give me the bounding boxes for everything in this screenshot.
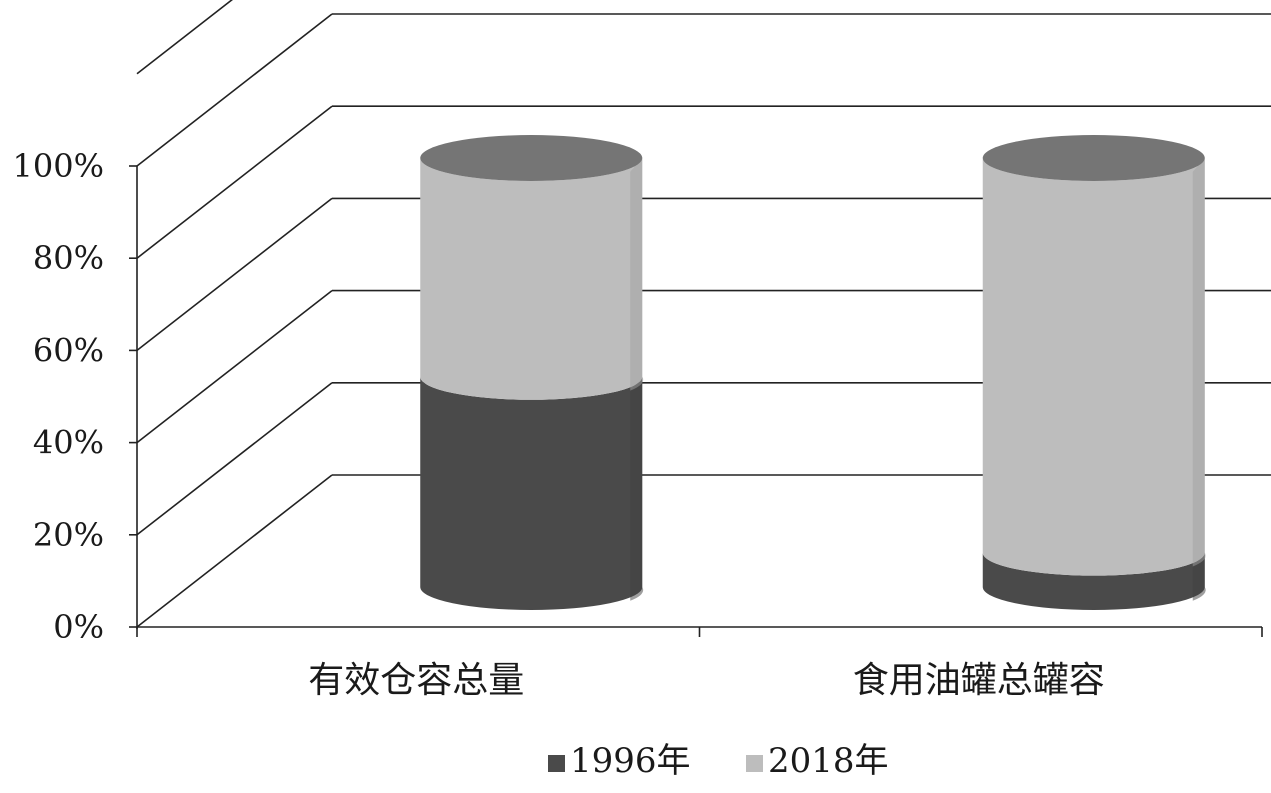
bar-top-cap — [982, 135, 1205, 181]
bar-shading — [630, 158, 644, 391]
bar-shading — [1192, 158, 1206, 567]
bar-segment — [982, 552, 1205, 610]
side-wall-line — [136, 197, 333, 352]
plot-area — [420, 135, 1206, 610]
category-label: 有效仓容总量 — [308, 660, 524, 701]
y-tick-label: 80% — [33, 239, 104, 277]
y-tick-label: 60% — [33, 331, 104, 369]
bar-top-cap — [420, 135, 643, 181]
side-wall-line — [136, 105, 333, 259]
legend-label: 1996年 — [570, 741, 691, 781]
side-wall-line — [136, 474, 333, 628]
x-axis: 有效仓容总量 食用油罐总罐容 — [136, 626, 1263, 701]
y-tick-label: 20% — [33, 516, 104, 554]
bar-segment — [420, 158, 643, 400]
y-tick-label: 40% — [33, 424, 104, 462]
legend: 1996年 2018年 — [548, 741, 889, 781]
y-tick-label: 100% — [13, 147, 104, 185]
bar-shading — [630, 376, 644, 601]
legend-swatch — [548, 755, 565, 772]
side-wall-line — [136, 13, 333, 167]
legend-swatch — [746, 755, 763, 772]
side-wall-line — [136, 382, 333, 536]
side-wall-line — [136, 289, 333, 444]
y-tick-label: 0% — [53, 608, 104, 646]
y-axis: 0% 20% 40% 60% 80% 100% — [13, 147, 138, 646]
category-label: 食用油罐总罐容 — [853, 660, 1105, 701]
side-wall-line — [136, 0, 233, 75]
bar-segment — [982, 158, 1205, 576]
bar-segment — [420, 376, 643, 610]
legend-label: 2018年 — [768, 741, 889, 781]
